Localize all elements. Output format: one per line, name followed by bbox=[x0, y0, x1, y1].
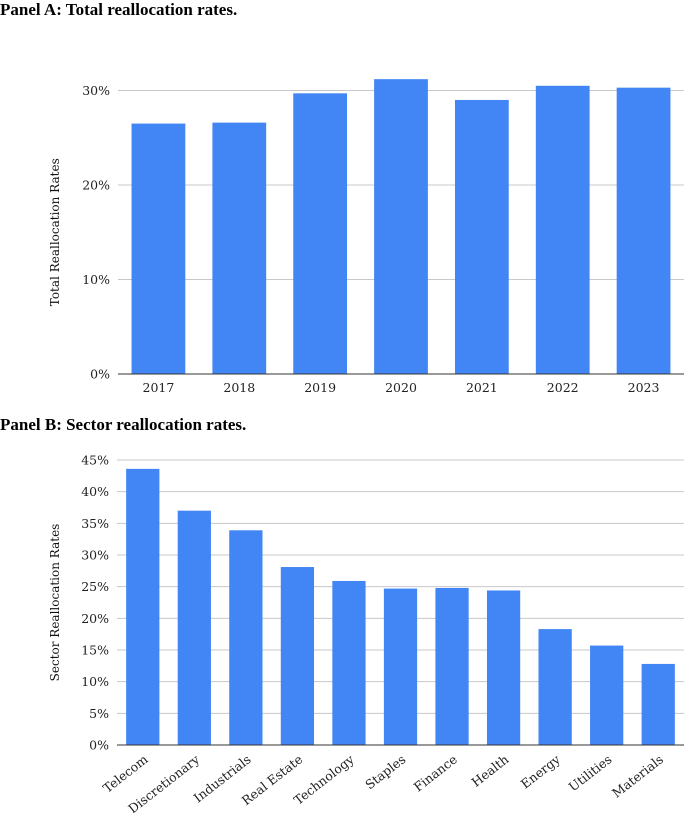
bar-materials bbox=[641, 663, 675, 745]
panel-a-title: Panel A: Total reallocation rates. bbox=[0, 0, 238, 19]
bar-2019 bbox=[293, 93, 348, 375]
bar-staples bbox=[383, 588, 418, 745]
y-tick-label: 15% bbox=[81, 643, 109, 658]
bar-2023 bbox=[616, 87, 671, 374]
y-tick-label: 0% bbox=[90, 367, 110, 382]
bar-2017 bbox=[131, 123, 186, 374]
y-tick-label: 45% bbox=[81, 453, 109, 468]
y-tick-label: 30% bbox=[82, 83, 110, 98]
y-tick-label: 10% bbox=[81, 674, 109, 689]
bar-real-estate bbox=[280, 567, 315, 745]
bar-2018 bbox=[212, 122, 267, 374]
bar-2022 bbox=[535, 85, 590, 375]
x-tick-label: 2021 bbox=[466, 380, 498, 395]
y-tick-label: 30% bbox=[81, 548, 109, 563]
y-tick-label: 35% bbox=[81, 516, 109, 531]
panel-a-chart: 0% 10% 20% 30% 2017 2018 2019 2020 2021 2022 2023 T… bbox=[48, 79, 684, 395]
bar-2020 bbox=[374, 79, 428, 374]
x-tick-label: 2019 bbox=[304, 380, 336, 395]
bar-finance bbox=[435, 587, 469, 745]
x-tick-label: Finance bbox=[411, 752, 460, 795]
y-tick-label: 25% bbox=[81, 579, 109, 594]
x-tick-label: 2023 bbox=[628, 380, 660, 395]
bar-energy bbox=[538, 629, 572, 745]
x-tick-label: 2022 bbox=[547, 380, 579, 395]
panel-b-title: Panel B: Sector reallocation rates. bbox=[0, 415, 247, 434]
bar-2021 bbox=[454, 99, 509, 374]
bar-telecom bbox=[126, 468, 160, 745]
bar-utilities bbox=[590, 645, 624, 745]
x-tick-label: 2018 bbox=[223, 380, 255, 395]
x-tick-label: 2017 bbox=[143, 380, 175, 395]
x-tick-label: 2020 bbox=[385, 380, 417, 395]
y-tick-label: 40% bbox=[81, 484, 109, 499]
x-tick-label: Utilities bbox=[566, 752, 615, 795]
y-tick-label: 20% bbox=[81, 611, 109, 626]
y-tick-label: 0% bbox=[89, 738, 109, 753]
bar-discretionary bbox=[177, 510, 211, 745]
y-axis-label: Total Reallocation Rates bbox=[48, 158, 62, 306]
x-tick-label: Materials bbox=[609, 752, 666, 801]
panel-b-chart: 0%5%10%15%20%25%30%35%40%45%TelecomDiscr… bbox=[48, 453, 684, 813]
y-tick-label: 10% bbox=[82, 272, 110, 287]
x-tick-label: Energy bbox=[518, 751, 564, 791]
y-tick-label: 5% bbox=[89, 706, 109, 721]
bar-technology bbox=[332, 580, 366, 745]
x-tick-label: Telecom bbox=[100, 751, 151, 795]
x-tick-label: Staples bbox=[362, 752, 408, 793]
y-tick-label: 20% bbox=[82, 178, 110, 193]
bar-industrials bbox=[229, 530, 263, 745]
y-axis-label: Sector Reallocation Rates bbox=[48, 524, 62, 682]
bar-health bbox=[486, 590, 521, 745]
x-tick-label: Health bbox=[468, 752, 511, 790]
